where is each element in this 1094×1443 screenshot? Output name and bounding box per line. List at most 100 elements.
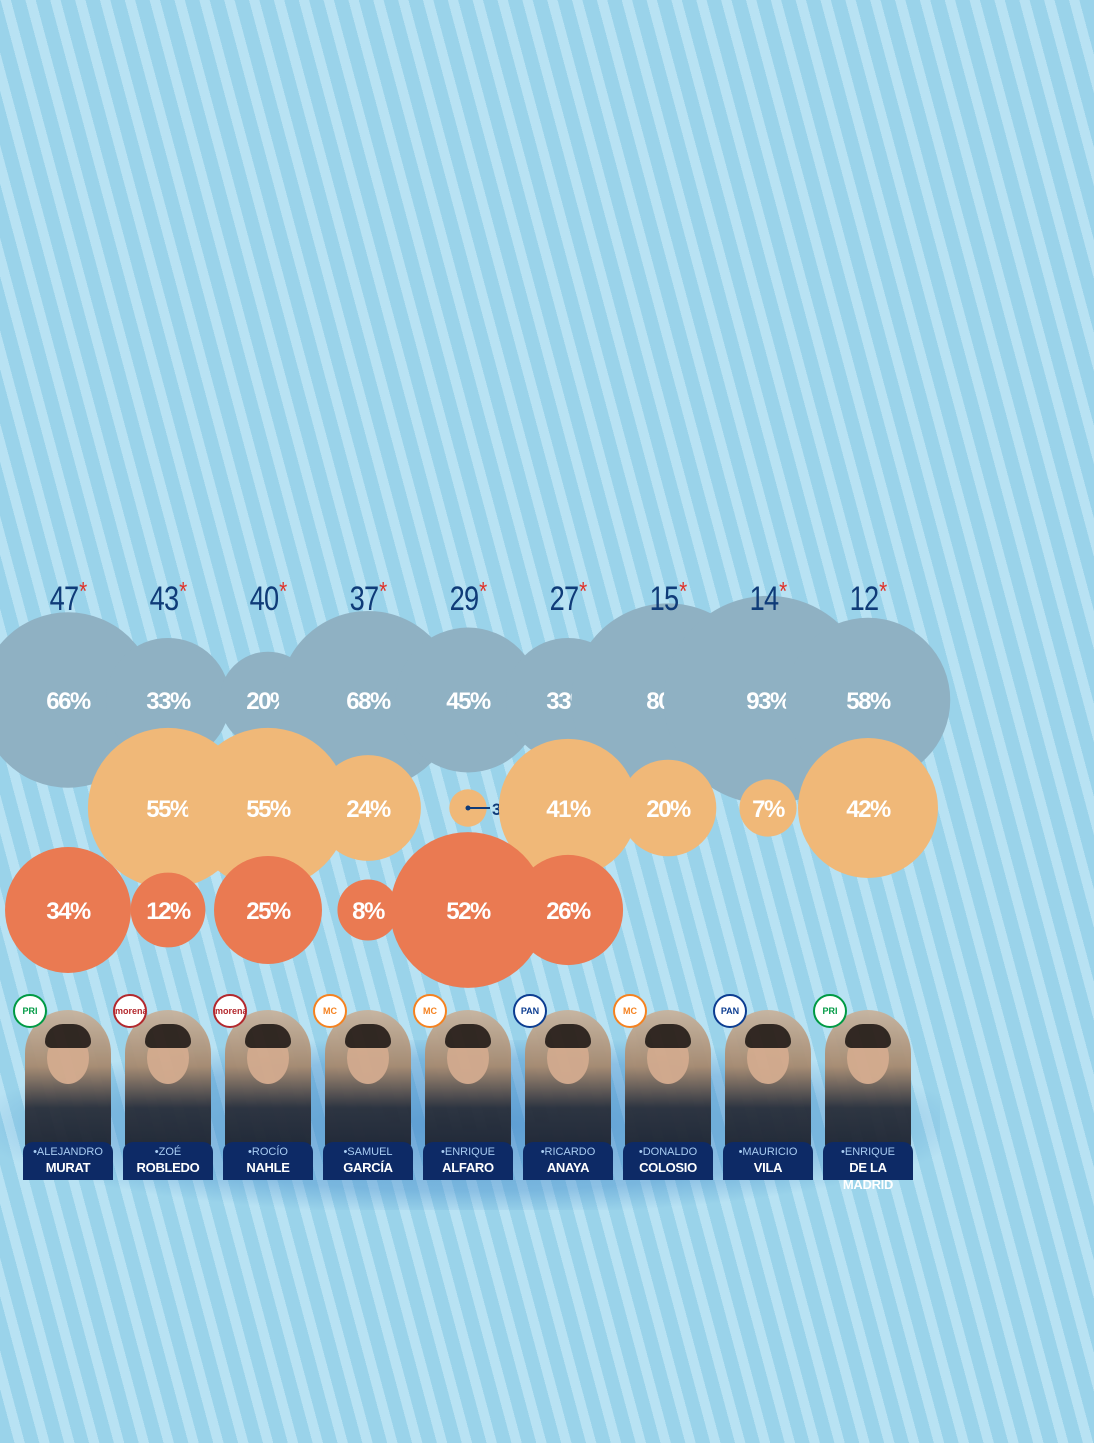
rank-value: 29 — [449, 580, 479, 618]
data-bubble — [395, 627, 541, 773]
rank-value: 15 — [649, 580, 679, 618]
data-bubble — [315, 755, 421, 861]
morena-logo: morena — [213, 994, 247, 1028]
bubble-value-label: 24% — [346, 796, 391, 823]
bubble-value-label: 45% — [446, 688, 491, 715]
party-label: PAN — [720, 1006, 740, 1016]
candidate-name-box: •ENRIQUE DE LA MADRID — [823, 1142, 913, 1192]
rank-number: 29* — [432, 576, 504, 619]
bubble-value-label: 52% — [446, 898, 491, 925]
mc-logo: MC — [313, 994, 347, 1028]
rank-number: 40* — [232, 576, 304, 619]
bubble-value-label: 7% — [752, 796, 785, 823]
candidate-name-box: •DONALDO COLOSIO — [623, 1142, 713, 1180]
rank-value: 12 — [849, 580, 879, 618]
photo-hair — [245, 1024, 291, 1048]
candidate-first-name: •MAURICIO — [738, 1146, 798, 1158]
data-bubble — [187, 727, 349, 889]
party-label: MC — [623, 1006, 637, 1016]
bubble-value-label: 12% — [146, 898, 191, 925]
data-bubble — [785, 617, 951, 783]
pri-logo: PRI — [813, 994, 847, 1028]
data-bubble — [619, 759, 717, 857]
candidate-last-name: GARCÍA — [343, 1160, 393, 1175]
photo-hair — [45, 1024, 91, 1048]
candidate-last-name: MURAT — [45, 1160, 91, 1175]
rank-number: 14* — [732, 576, 804, 619]
mc-logo: MC — [413, 994, 447, 1028]
candidate-photo — [225, 1010, 311, 1150]
candidate-photo — [325, 1010, 411, 1150]
candidate-first-name: •RICARDO — [540, 1146, 596, 1158]
data-bubble — [498, 738, 638, 878]
photo-hair — [545, 1024, 591, 1048]
candidate-photo — [725, 1010, 811, 1150]
data-bubble — [5, 847, 131, 973]
candidate-photo — [525, 1010, 611, 1150]
candidate-name-box: •ALEJANDRO MURAT — [23, 1142, 113, 1180]
party-label: morena — [115, 1006, 147, 1016]
mc-logo: MC — [613, 994, 647, 1028]
candidate-last-name: ROBLEDO — [136, 1160, 200, 1175]
rank-value: 40 — [249, 580, 279, 618]
party-label: PAN — [520, 1006, 540, 1016]
photo-hair — [145, 1024, 191, 1048]
rank-asterisk: * — [679, 576, 687, 606]
party-label: PRI — [822, 1006, 838, 1016]
data-bubble — [214, 856, 322, 964]
rank-asterisk: * — [579, 576, 587, 606]
bubble-value-label: 42% — [846, 796, 891, 823]
candidate-first-name: •ROCÍO — [248, 1146, 288, 1158]
rank-value: 43 — [149, 580, 179, 618]
bubble-value-label: 55% — [146, 796, 191, 823]
candidate-name-box: •ROCÍO NAHLE — [223, 1142, 313, 1180]
candidate-photo — [125, 1010, 211, 1150]
rank-number: 37* — [332, 576, 404, 619]
data-bubble — [337, 879, 399, 941]
rank-asterisk: * — [79, 576, 87, 606]
rank-asterisk: * — [479, 576, 487, 606]
photo-hair — [845, 1024, 891, 1048]
rank-number: 47* — [32, 576, 104, 619]
candidate-last-name: COLOSIO — [639, 1160, 697, 1175]
candidate-first-name: •ENRIQUE — [441, 1146, 495, 1158]
bubble-value-label: 33% — [146, 688, 191, 715]
data-bubble — [512, 854, 624, 966]
data-bubble — [798, 738, 938, 878]
candidate-first-name: •SAMUEL — [343, 1146, 393, 1158]
data-bubble — [390, 832, 546, 988]
candidate-photo — [625, 1010, 711, 1150]
candidate-photo — [825, 1010, 911, 1150]
data-bubble — [130, 872, 206, 948]
photo-hair — [645, 1024, 691, 1048]
bubble-value-label: 20% — [646, 796, 691, 823]
rank-asterisk: * — [279, 576, 287, 606]
rank-asterisk: * — [779, 576, 787, 606]
photo-hair — [345, 1024, 391, 1048]
candidate-last-name: ANAYA — [546, 1160, 590, 1175]
candidate-last-name: NAHLE — [246, 1160, 290, 1175]
bubble-value-label: 41% — [546, 796, 591, 823]
rank-asterisk: * — [879, 576, 887, 606]
photo-hair — [445, 1024, 491, 1048]
rank-value: 14 — [749, 580, 779, 618]
candidate-first-name: •ALEJANDRO — [33, 1146, 103, 1158]
data-bubble — [739, 779, 797, 837]
bubble-value-label: 58% — [846, 688, 891, 715]
candidate-name-box: •RICARDO ANAYA — [523, 1142, 613, 1180]
pri-logo: PRI — [13, 994, 47, 1028]
pan-logo: PAN — [513, 994, 547, 1028]
candidate-name-box: •ENRIQUE ALFARO — [423, 1142, 513, 1180]
candidate-last-name: ALFARO — [442, 1160, 494, 1175]
party-label: morena — [215, 1006, 247, 1016]
bubble-value-label: 68% — [346, 688, 391, 715]
bubble-value-label: 55% — [246, 796, 291, 823]
candidate-first-name: •DONALDO — [638, 1146, 698, 1158]
candidate-last-name: VILA — [753, 1160, 783, 1175]
rank-number: 12* — [832, 576, 904, 619]
rank-number: 43* — [132, 576, 204, 619]
rank-value: 37 — [349, 580, 379, 618]
photo-hair — [745, 1024, 791, 1048]
candidate-name-box: •SAMUEL GARCÍA — [323, 1142, 413, 1180]
